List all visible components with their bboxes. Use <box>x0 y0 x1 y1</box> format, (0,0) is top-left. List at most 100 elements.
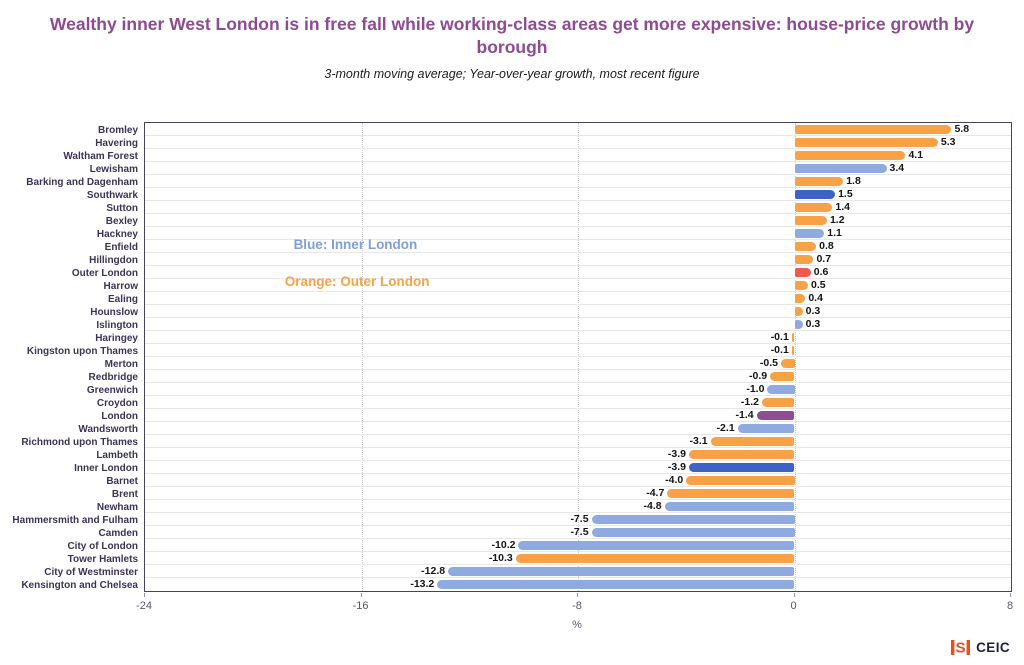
vertical-gridline <box>794 123 796 591</box>
bar[interactable] <box>688 463 795 472</box>
bar[interactable] <box>794 216 827 225</box>
bar[interactable] <box>770 372 795 381</box>
y-axis-label: Harrow <box>103 281 138 292</box>
bar[interactable] <box>794 320 803 329</box>
y-axis-label: Haringey <box>95 333 138 344</box>
y-axis-label: Redbridge <box>88 372 138 383</box>
bar[interactable] <box>710 437 795 446</box>
bar-value-label: 1.4 <box>835 201 850 213</box>
bar[interactable] <box>515 554 795 563</box>
y-axis-label: Bexley <box>105 216 138 227</box>
bar[interactable] <box>667 489 795 498</box>
bar-value-label: 1.8 <box>846 175 861 187</box>
bar[interactable] <box>780 359 795 368</box>
bar-row: -3.1 <box>145 435 1011 448</box>
bar-value-label: -10.3 <box>488 552 513 564</box>
x-tick-mark <box>144 593 145 597</box>
page-subtitle: 3-month moving average; Year-over-year g… <box>324 66 700 81</box>
vertical-gridline <box>361 123 363 591</box>
bar-row: 4.1 <box>145 149 1011 162</box>
bar-value-label: 1.1 <box>827 227 842 239</box>
y-axis-labels: Bromley Havering Waltham Forest Lewisham Bar… <box>0 122 144 592</box>
bar-value-label: 0.3 <box>805 305 821 317</box>
y-axis-label: Inner London <box>74 463 138 474</box>
bar[interactable] <box>686 476 795 485</box>
bar-row: -10.3 <box>145 552 1011 565</box>
y-axis-label: Outer London <box>71 268 138 279</box>
y-axis-label: Sutton <box>106 203 138 214</box>
bar[interactable] <box>794 138 938 147</box>
bar-value-label: -4.7 <box>646 487 665 499</box>
x-axis-label: % <box>572 619 582 631</box>
bar-row: 5.3 <box>145 136 1011 149</box>
y-axis-label: London <box>101 411 138 422</box>
bar[interactable] <box>791 346 795 355</box>
x-tick-mark <box>577 593 578 597</box>
x-tick-mark <box>1010 593 1011 597</box>
bar[interactable] <box>794 203 833 212</box>
bar[interactable] <box>688 450 795 459</box>
bar-row: 1.5 <box>145 188 1011 201</box>
x-tick-label: -16 <box>352 600 369 612</box>
bar[interactable] <box>591 528 795 537</box>
bar[interactable] <box>794 164 887 173</box>
annotation-outer-london: Orange: Outer London <box>284 274 430 289</box>
bar-value-label: 0.5 <box>811 279 826 291</box>
y-axis-label: Lambeth <box>96 450 138 461</box>
bar-value-label: -3.9 <box>667 461 686 473</box>
bar[interactable] <box>794 307 803 316</box>
bar-value-label: -0.9 <box>749 370 768 382</box>
bar-row: -3.9 <box>145 448 1011 461</box>
bar-row: 0.3 <box>145 305 1011 318</box>
bar[interactable] <box>794 268 811 277</box>
y-axis-label: Wandsworth <box>78 424 138 435</box>
bar-value-label: 4.1 <box>908 149 924 161</box>
bar-value-label: -7.5 <box>570 526 589 538</box>
y-axis-label: City of Westminster <box>44 567 138 578</box>
bar-row: -7.5 <box>145 526 1011 539</box>
bar-value-label: -0.1 <box>770 344 789 356</box>
bar[interactable] <box>794 281 809 290</box>
bar-value-label: 5.8 <box>954 123 970 135</box>
vertical-gridline <box>578 123 579 591</box>
bar[interactable] <box>591 515 795 524</box>
y-axis-label: City of London <box>67 541 138 552</box>
bar[interactable] <box>664 502 795 511</box>
bar-row: 1.8 <box>145 175 1011 188</box>
annotation-inner-london: Blue: Inner London <box>293 237 418 252</box>
bar-row: 1.2 <box>145 214 1011 227</box>
bar[interactable] <box>794 242 817 251</box>
bar[interactable] <box>794 151 906 160</box>
y-axis-label: Islington <box>96 320 138 331</box>
bar-value-label: -3.1 <box>689 435 708 447</box>
y-axis-label: Kingston upon Thames <box>26 346 138 357</box>
bar-row: 3.4 <box>145 162 1011 175</box>
x-tick-label: 8 <box>1006 600 1014 612</box>
bar-row: -13.2 <box>145 578 1011 591</box>
bar[interactable] <box>794 294 806 303</box>
bar[interactable] <box>794 229 825 238</box>
isi-icon: S <box>951 640 971 656</box>
bar[interactable] <box>518 541 795 550</box>
bar[interactable] <box>437 580 795 589</box>
bar-value-label: -0.5 <box>759 357 778 369</box>
bar[interactable] <box>794 190 836 199</box>
bar[interactable] <box>794 255 814 264</box>
bar[interactable] <box>794 177 844 186</box>
y-axis-label: Hounslow <box>90 307 138 318</box>
bar-row: 0.5 <box>145 279 1011 292</box>
bar-row: 0.7 <box>145 253 1011 266</box>
plot-area: Blue: Inner London Orange: Outer London … <box>144 122 1012 592</box>
bar[interactable] <box>737 424 795 433</box>
bar-row: -3.9 <box>145 461 1011 474</box>
bar[interactable] <box>448 567 795 576</box>
bar[interactable] <box>762 398 795 407</box>
bar[interactable] <box>756 411 795 420</box>
bar[interactable] <box>791 333 795 342</box>
bar[interactable] <box>767 385 795 394</box>
bar-value-label: -13.2 <box>410 578 435 590</box>
x-tick-label: -8 <box>572 600 582 612</box>
bar[interactable] <box>794 125 952 134</box>
bar-row: -0.1 <box>145 331 1011 344</box>
x-tick-label: 0 <box>790 600 797 612</box>
